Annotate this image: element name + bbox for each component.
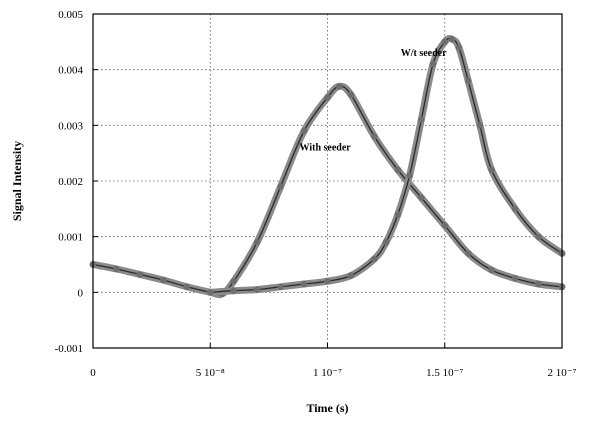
x-tick-label: 0 bbox=[90, 367, 96, 379]
data-point bbox=[324, 94, 331, 101]
data-point bbox=[394, 211, 402, 218]
y-tick-label: 0 bbox=[78, 287, 84, 299]
data-point bbox=[160, 276, 167, 284]
data-point bbox=[465, 77, 472, 85]
data-point bbox=[406, 172, 413, 179]
series-1 bbox=[206, 34, 566, 296]
data-point bbox=[511, 275, 519, 282]
series-line bbox=[210, 37, 563, 293]
data-point bbox=[136, 271, 144, 278]
data-point bbox=[347, 91, 355, 98]
data-point bbox=[230, 287, 237, 294]
series-annotation: W/t seeder bbox=[401, 48, 447, 59]
data-point bbox=[441, 222, 448, 229]
data-point bbox=[336, 83, 343, 90]
data-point bbox=[429, 60, 437, 68]
data-point bbox=[455, 44, 462, 51]
data-point bbox=[418, 194, 425, 201]
x-tick-label: 2 10⁻⁷ bbox=[548, 367, 577, 379]
ticks bbox=[92, 13, 563, 349]
y-axis-title: Signal Intensity bbox=[10, 141, 24, 221]
data-point bbox=[230, 278, 237, 285]
data-point bbox=[207, 289, 214, 296]
data-point bbox=[347, 272, 355, 279]
data-point bbox=[371, 133, 378, 140]
data-point bbox=[324, 278, 331, 285]
series-band bbox=[206, 34, 566, 296]
data-point bbox=[394, 166, 402, 174]
grid bbox=[93, 14, 562, 348]
data-point bbox=[300, 127, 308, 135]
y-tick-label: 0.002 bbox=[58, 176, 83, 188]
data-point bbox=[300, 280, 308, 288]
x-axis-title: Time (s) bbox=[306, 401, 348, 415]
y-tick-label: 0.005 bbox=[58, 9, 83, 21]
data-point bbox=[465, 250, 472, 257]
annotations: With seeder W/t seeder bbox=[300, 48, 448, 154]
data-point bbox=[476, 122, 484, 129]
data-point bbox=[371, 255, 378, 263]
y-tick-label: -0.001 bbox=[55, 343, 83, 355]
plot-frame bbox=[92, 13, 563, 349]
series-layer bbox=[89, 34, 566, 299]
data-point bbox=[277, 283, 284, 290]
data-point bbox=[113, 265, 120, 273]
data-point bbox=[418, 116, 425, 124]
data-point bbox=[441, 38, 448, 45]
y-tick-label: 0.003 bbox=[58, 120, 83, 132]
y-tick-label: 0.001 bbox=[58, 232, 83, 244]
data-point bbox=[253, 239, 261, 246]
data-point bbox=[448, 35, 455, 43]
x-tick-label: 5 10⁻⁸ bbox=[196, 367, 225, 379]
tick-labels: 0 5 10⁻⁸ 1 10⁻⁷ 1.5 10⁻⁷ 2 10⁻⁷ -0.001 0 0.001 0… bbox=[55, 9, 577, 379]
data-point bbox=[511, 205, 519, 212]
data-point bbox=[253, 286, 261, 293]
y-tick-label: 0.004 bbox=[58, 65, 83, 77]
data-point bbox=[488, 166, 495, 174]
x-tick-label: 1 10⁻⁷ bbox=[313, 367, 342, 379]
data-point bbox=[535, 280, 542, 288]
series-annotation: With seeder bbox=[300, 142, 352, 153]
data-point bbox=[277, 183, 284, 190]
x-tick-label: 1.5 10⁻⁷ bbox=[426, 367, 463, 379]
data-point bbox=[535, 233, 542, 240]
data-point bbox=[183, 283, 190, 290]
data-point bbox=[382, 239, 390, 246]
data-point bbox=[488, 266, 495, 274]
